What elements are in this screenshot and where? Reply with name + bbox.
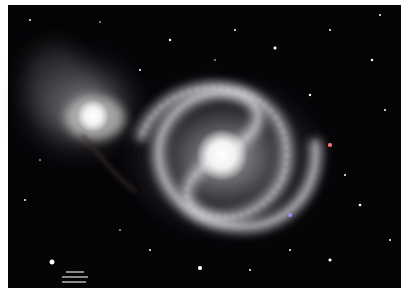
galaxy-photo: [0, 0, 409, 293]
page: (() => { const data = JSON.parse(documen…: [0, 0, 409, 293]
